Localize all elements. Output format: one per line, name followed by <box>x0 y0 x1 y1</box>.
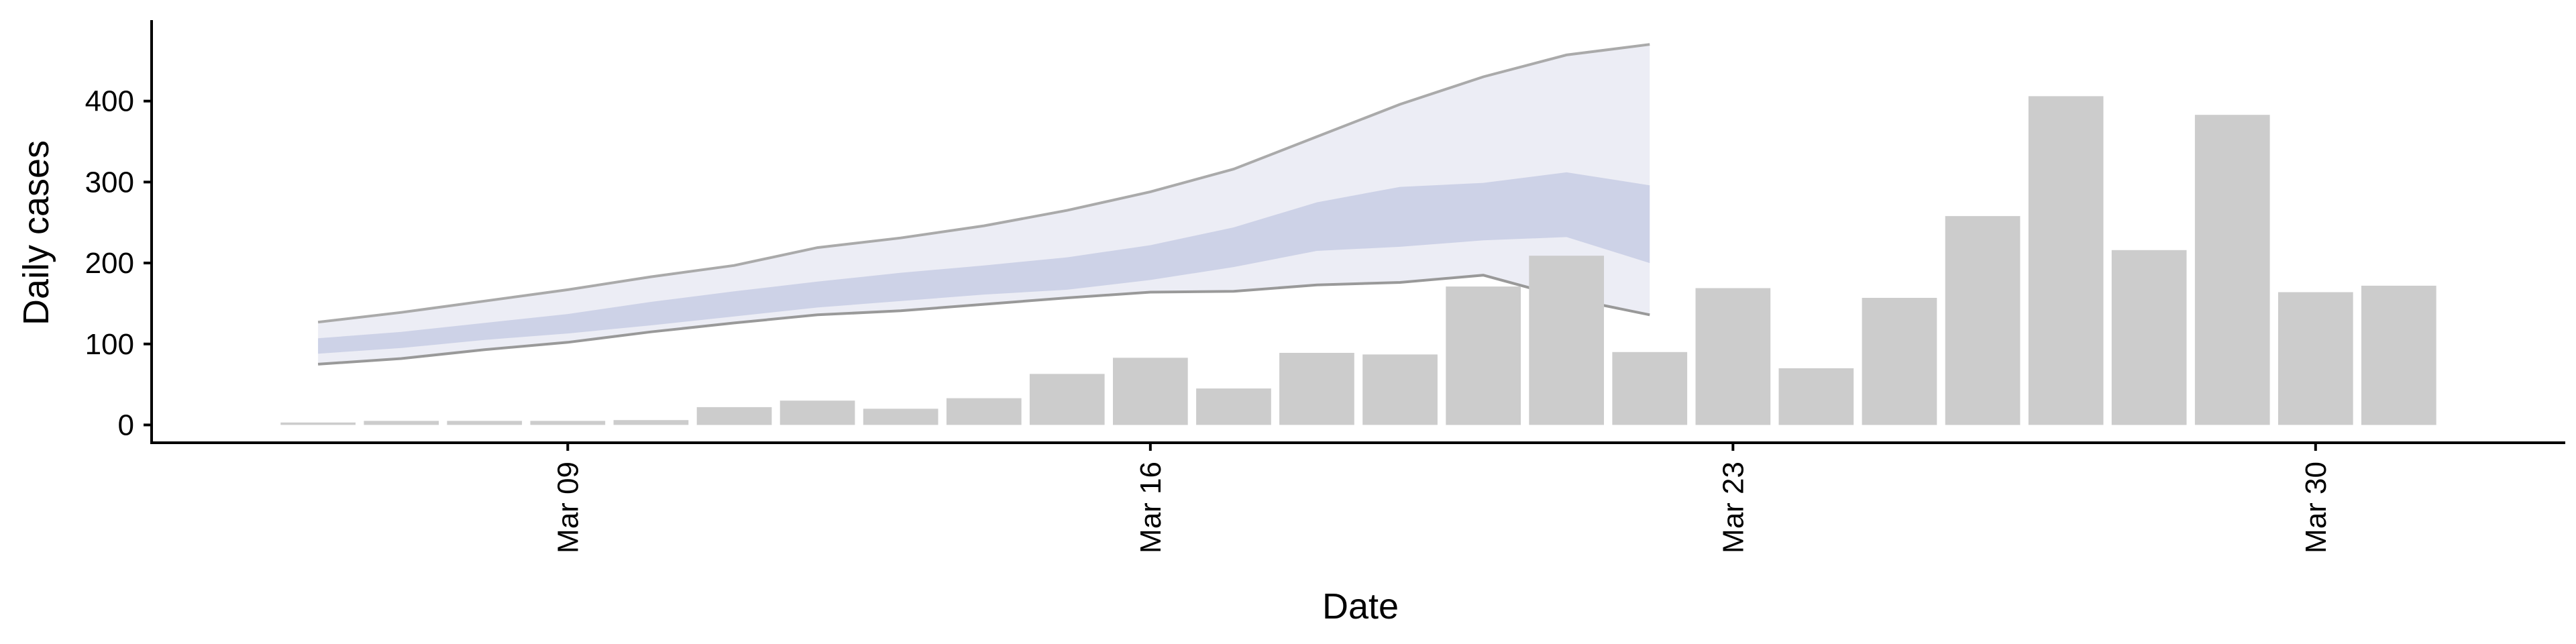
y-axis-title: Daily cases <box>16 140 56 325</box>
bar <box>530 421 606 425</box>
y-tick-label: 100 <box>85 328 134 361</box>
bar <box>1862 298 1937 425</box>
y-tick-label: 0 <box>118 409 134 441</box>
x-tick-label: Mar 30 <box>2300 462 2332 553</box>
bar <box>696 407 772 425</box>
bar <box>2278 292 2353 425</box>
forecast-inner-band <box>318 172 1650 354</box>
axes-layer: 0 100 200 300 400 Mar 09 Mar 16 Mar 23 Mar 30 <box>85 20 2565 553</box>
forecast-layer <box>317 43 1650 366</box>
bar <box>447 421 523 425</box>
y-tick-label: 400 <box>85 85 134 118</box>
forecast-upper-line <box>317 43 1650 324</box>
bars-layer <box>280 96 2436 425</box>
bar <box>613 420 689 425</box>
x-tick-label: Mar 16 <box>1134 462 1167 553</box>
bar <box>1362 354 1438 425</box>
y-tick-label: 300 <box>85 166 134 199</box>
bar <box>946 398 1022 425</box>
bar <box>1529 256 1604 425</box>
bar <box>2111 250 2187 425</box>
bar <box>280 422 356 425</box>
y-tick-label: 200 <box>85 247 134 280</box>
bar <box>1695 288 1771 425</box>
bar <box>364 421 439 425</box>
bar <box>1778 368 1854 425</box>
x-tick-label: Mar 09 <box>551 462 584 553</box>
x-tick-label: Mar 23 <box>1717 462 1750 553</box>
bar <box>1029 374 1105 425</box>
bar <box>1279 353 1354 425</box>
bar <box>780 400 855 425</box>
bar <box>1196 388 1271 425</box>
bar <box>1612 352 1688 425</box>
bar <box>1113 358 1188 425</box>
bar <box>2194 115 2270 425</box>
bar <box>863 409 938 425</box>
bar <box>2028 96 2104 425</box>
forecast-lower-line <box>317 274 1650 366</box>
x-axis-title: Date <box>1322 586 1399 627</box>
bar <box>1446 286 1521 425</box>
bar <box>1945 216 2021 425</box>
bar <box>2361 285 2436 425</box>
